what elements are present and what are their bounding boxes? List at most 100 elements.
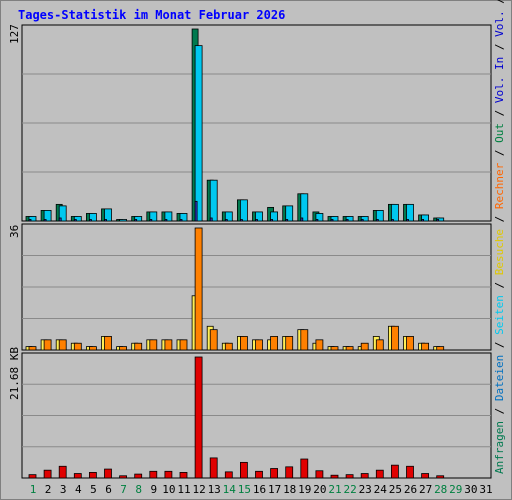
bar-dateien [315, 213, 324, 222]
x-tick-label: 29 [449, 483, 462, 496]
x-tick-label: 23 [359, 483, 372, 496]
bar-marks [25, 28, 445, 479]
x-tick-label: 28 [434, 483, 447, 496]
x-tick-label: 7 [120, 483, 127, 496]
bar-seiten [239, 219, 243, 222]
x-tick-label: 2 [45, 483, 52, 496]
bar-dateien [224, 211, 233, 222]
bar-rechner [134, 342, 143, 351]
legend-part: / [493, 408, 506, 421]
legend-part: Out [493, 123, 506, 150]
bar-dateien [179, 213, 188, 222]
x-tick-label: 10 [162, 483, 175, 496]
x-tick-label: 6 [105, 483, 112, 496]
bar-rechner [375, 339, 384, 351]
bar-rechner [239, 336, 248, 351]
bar-dateien [390, 203, 399, 222]
bar-rechner [300, 329, 309, 351]
bar-volumen [194, 356, 203, 479]
bar-rechner [255, 339, 263, 351]
bar-volumen [239, 461, 248, 479]
x-tick-label: 27 [419, 483, 432, 496]
bar-seiten [224, 219, 228, 222]
bar-volumen [43, 469, 52, 479]
right-legend: Anfragen / Dateien / Seiten / Besuche / … [493, 0, 506, 474]
bar-rechner [209, 329, 218, 351]
bar-seiten [89, 219, 92, 222]
bar-dateien [134, 216, 143, 222]
x-tick-label: 14 [223, 483, 237, 496]
bar-seiten [58, 217, 62, 222]
x-tick-label: 20 [313, 483, 326, 496]
bar-volumen [315, 470, 324, 479]
bar-seiten [179, 219, 183, 222]
bar-rechner [73, 342, 82, 351]
bar-seiten [28, 219, 32, 222]
bar-volumen [224, 471, 233, 479]
bar-volumen [89, 472, 97, 479]
bar-dateien [239, 199, 248, 222]
bar-dateien [164, 211, 173, 222]
bar-rechner [390, 325, 399, 351]
bar-seiten [315, 219, 319, 222]
bar-dateien [104, 208, 112, 222]
legend-part: Besuche [493, 229, 506, 282]
bar-volumen [134, 473, 143, 479]
bar-dateien [360, 216, 369, 222]
bar-seiten [285, 219, 289, 222]
legend-part: Seiten [493, 295, 506, 341]
x-tick-label: 26 [404, 483, 417, 496]
bar-dateien [345, 216, 354, 222]
legend-part: / [493, 43, 506, 56]
bar-volumen [164, 470, 173, 479]
x-tick-label: 18 [283, 483, 296, 496]
bar-volumen [104, 468, 112, 479]
bar-dateien [194, 45, 203, 222]
chart-title: Tages-Statistik im Monat Februar 2026 [18, 8, 285, 22]
bar-seiten [375, 219, 379, 222]
bar-seiten [270, 219, 274, 222]
legend-part: / [493, 216, 506, 229]
bar-volumen [270, 468, 279, 479]
bar-rechner [58, 339, 67, 351]
bar-dateien [300, 193, 309, 222]
bar-seiten [330, 219, 334, 222]
bar-rechner [421, 342, 430, 351]
bar-volumen [360, 473, 369, 479]
bar-rechner [285, 336, 294, 351]
bar-seiten [164, 219, 168, 222]
bar-dateien [209, 179, 218, 222]
bar-seiten [360, 219, 364, 222]
x-tick-label: 3 [60, 483, 67, 496]
x-tick-label: 4 [75, 483, 82, 496]
legend-part: / [493, 110, 506, 123]
legend-part: / [493, 0, 506, 10]
legend-part: / [493, 149, 506, 162]
y-max-label-volumen: 21.68 KB [8, 347, 21, 400]
bar-rechner [28, 346, 37, 351]
bar-dateien [73, 216, 82, 222]
legend-part: / [493, 342, 506, 355]
bar-rechner [119, 346, 127, 351]
bar-rechner [164, 339, 173, 351]
x-tick-label: 22 [343, 483, 356, 496]
y-max-label-besuche: 36 [8, 225, 21, 238]
x-tick-label: 5 [90, 483, 97, 496]
bar-dateien [330, 216, 339, 222]
bar-volumen [73, 473, 82, 479]
bar-dateien [255, 211, 263, 222]
bar-rechner [194, 227, 203, 351]
bar-rechner [270, 336, 279, 351]
bar-volumen [28, 474, 37, 479]
bar-rechner [89, 346, 97, 351]
bar-rechner [345, 346, 354, 351]
x-tick-label: 15 [238, 483, 251, 496]
bar-seiten [300, 217, 304, 222]
x-tick-label: 8 [135, 483, 142, 496]
bar-seiten [104, 219, 107, 222]
x-tick-labels: 1 2 3 4 5 6 7 8 9 10 11 12 13 14 15 16 17 18 19 20 21 22 23 24 2… [30, 483, 493, 496]
bar-volumen [119, 475, 127, 479]
bar-seiten [134, 219, 138, 222]
bar-seiten [345, 219, 349, 222]
